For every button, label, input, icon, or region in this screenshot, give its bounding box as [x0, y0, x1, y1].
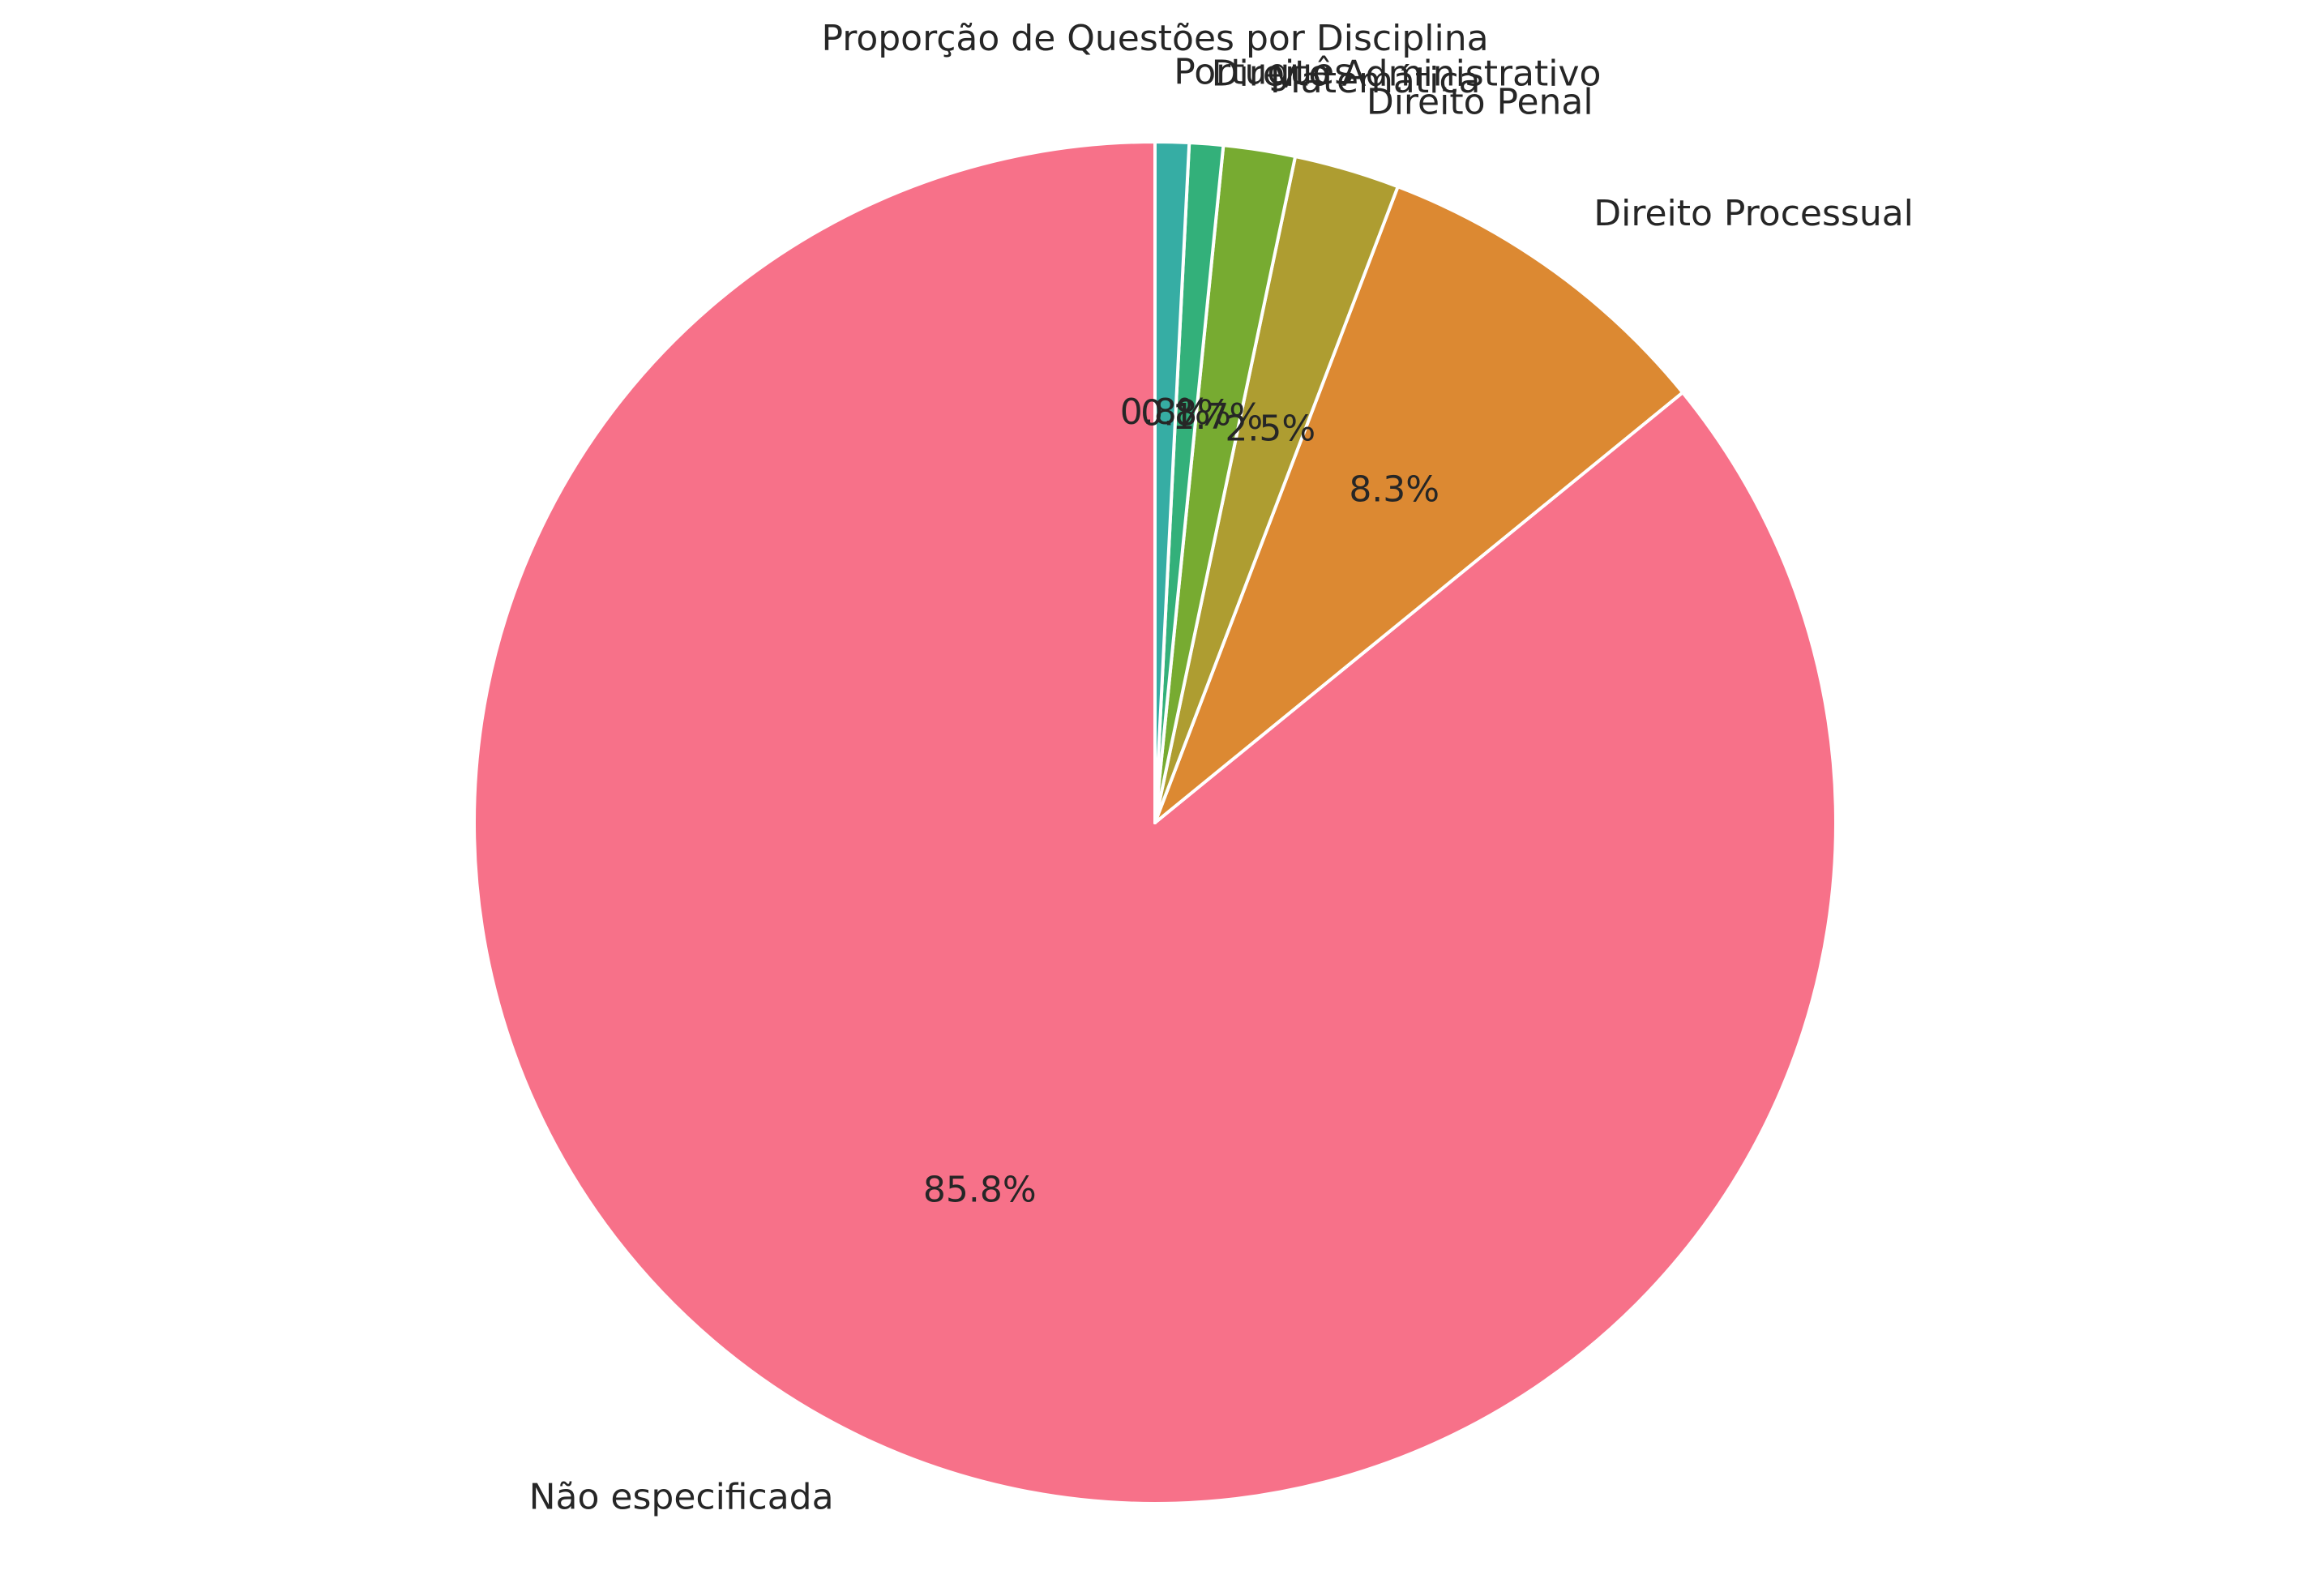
slice-label-portugues: Português: [1174, 51, 1353, 92]
percent-label-direito-administrativo: 0.8%: [1140, 392, 1231, 434]
percent-labels: 85.8% 8.3% 2.5%1.7%0.8%0.8%: [923, 392, 1439, 1210]
slice-label-direito-penal: Direito Penal: [1367, 82, 1593, 123]
slice-label-direito-administrativo: Direito Administrativo: [1212, 53, 1602, 95]
percent-label-nao-especificada: 85.8%: [923, 1169, 1037, 1210]
slice-labels: Não especificada Direito Processual Direit…: [529, 51, 1914, 1517]
chart-title: Proporção de Questões por Disciplina: [821, 18, 1488, 59]
slice-label-direito-processual: Direito Processual: [1593, 193, 1914, 234]
pie-slice-nao-especificada: [473, 140, 1837, 1505]
percent-label-portugues: 0.8%: [1120, 392, 1211, 433]
percent-label-direito-processual: 8.3%: [1349, 469, 1439, 511]
pie-slices: [473, 140, 1837, 1505]
percent-label-direito-penal: 2.5%: [1225, 408, 1315, 449]
pie-slice-direito-processual: [1153, 185, 1685, 824]
slice-label-nao-especificada: Não especificada: [529, 1477, 834, 1518]
percent-label-matematica: 1.7%: [1172, 396, 1263, 438]
slice-label-matematica: Matemática: [1270, 60, 1481, 101]
pie-slice-portugues: [1153, 140, 1191, 824]
